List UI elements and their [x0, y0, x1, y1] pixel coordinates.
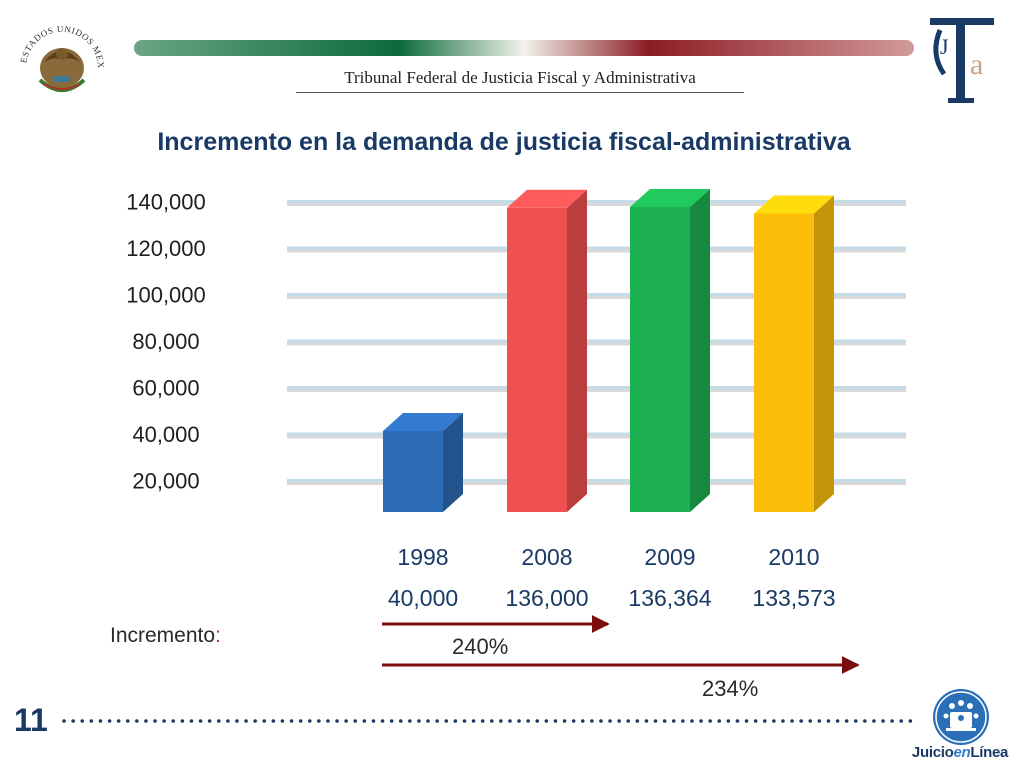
slide-number: 11: [14, 702, 48, 738]
y-tick-label: 40,000: [132, 422, 199, 447]
bar-top: [507, 189, 587, 208]
tfja-logo-icon: a J: [930, 18, 994, 103]
brand-part-1: Juicio: [911, 744, 954, 761]
brand-part-2: en: [953, 744, 971, 761]
bar-side: [814, 195, 834, 512]
bar-2009: [630, 188, 710, 512]
data-label: 136,000: [505, 585, 588, 611]
brand-part-3: Línea: [970, 744, 1009, 761]
juicio-en-linea-icon: [933, 689, 989, 745]
bar-front: [754, 213, 814, 512]
data-label: 136,364: [628, 585, 711, 611]
bar-1998: [383, 413, 463, 512]
increment-label: Incremento:: [110, 624, 221, 648]
y-tick-label: 20,000: [132, 469, 199, 494]
increment-arrows: [382, 615, 860, 674]
bar-front: [630, 206, 690, 512]
x-tick-label: 2010: [768, 544, 819, 570]
y-tick-label: 60,000: [132, 376, 199, 401]
bar-chart: 140,000 120,000 100,000 80,000 60,000 40,000 2…: [126, 188, 906, 611]
bar-front: [383, 431, 443, 512]
y-tick-label: 140,000: [126, 190, 206, 215]
x-tick-label: 1998: [397, 544, 448, 570]
x-tick-label: 2009: [644, 544, 695, 570]
bar-top: [630, 188, 710, 207]
bar-top: [754, 195, 834, 214]
bar-front: [507, 207, 567, 513]
increment-pct-2010: 234%: [702, 676, 759, 701]
svg-text:a: a: [970, 48, 983, 81]
y-tick-label: 100,000: [126, 283, 206, 308]
institution-name: Tribunal Federal de Justicia Fiscal y Ad…: [296, 68, 744, 93]
x-tick-label: 2008: [521, 544, 572, 570]
bar-side: [443, 413, 463, 512]
increment-pct-2008: 240%: [452, 634, 509, 659]
tricolor-banner: [134, 40, 914, 56]
bar-side: [567, 189, 587, 513]
mexican-coat-of-arms-icon: ESTADOS UNIDOS MEXICANOS: [14, 10, 106, 92]
bar-2008: [507, 189, 587, 513]
increment-label-text: Incremento: [110, 624, 216, 647]
y-tick-label: 80,000: [132, 329, 199, 354]
bar-top: [383, 413, 463, 431]
increment-label-colon: :: [215, 624, 221, 647]
bar-side: [690, 188, 710, 512]
dotted-divider: [62, 719, 918, 723]
svg-text:J: J: [940, 34, 949, 59]
bar-2010: [754, 195, 834, 512]
chart-title: Incremento en la demanda de justicia fis…: [157, 128, 851, 156]
y-tick-label: 120,000: [126, 236, 206, 261]
data-label: 133,573: [752, 585, 835, 611]
data-label: 40,000: [388, 585, 458, 611]
juicio-en-linea-brand: JuicioenLínea: [900, 744, 1020, 761]
